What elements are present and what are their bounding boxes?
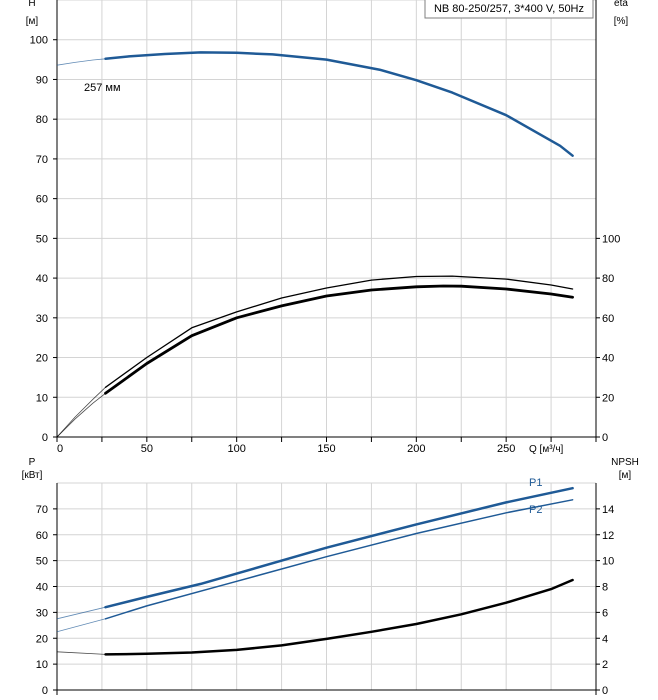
lower-left-tick-label: 40 <box>36 582 48 594</box>
upper-left-tick-label: 10 <box>36 392 48 404</box>
lower-grid <box>57 482 596 690</box>
lower-right-axis-label-line1: NPSH <box>611 457 639 468</box>
lower-left-tick-label: 0 <box>42 685 48 697</box>
upper-axes <box>53 0 600 442</box>
series-eta <box>104 284 574 395</box>
upper-left-axis-label-line1: H <box>28 0 35 9</box>
lower-series <box>56 486 574 656</box>
lower-left-tick-label: 20 <box>36 633 48 645</box>
upper-left-tick-label: 20 <box>36 353 48 365</box>
upper-series <box>56 51 574 438</box>
lower-left-axis-label-line2: [кВт] <box>22 470 43 481</box>
lower-left-tick-label: 30 <box>36 607 48 619</box>
upper-tick-labels: 0 10 20 30 40 50 60 70 80 90 100 0 20 40 60 80 100 0 50 100… <box>30 35 621 455</box>
upper-right-axis-label-line1: eta <box>614 0 628 9</box>
lower-axes <box>53 483 600 695</box>
upper-left-axis-label-line2: [м] <box>26 16 39 27</box>
upper-left-tick-label: 40 <box>36 273 48 285</box>
upper-left-tick-label: 0 <box>42 432 48 444</box>
upper-x-tick-label: 100 <box>227 443 245 455</box>
chart-title: NB 80-250/257, 3*400 V, 50Hz <box>434 3 584 15</box>
upper-left-tick-label: 50 <box>36 233 48 245</box>
upper-right-tick-label: 20 <box>602 392 614 404</box>
lower-left-tick-label: 10 <box>36 659 48 671</box>
upper-left-tick-label: 100 <box>30 35 48 47</box>
lower-right-tick-label: 14 <box>602 504 614 516</box>
upper-right-tick-label: 40 <box>602 353 614 365</box>
lower-tick-labels: 0 10 20 30 40 50 60 70 0 2 4 6 8 10 12 14 <box>36 504 615 697</box>
upper-right-axis-label-line2: [%] <box>614 16 629 27</box>
upper-x-tick-label: 200 <box>407 443 425 455</box>
lower-right-tick-label: 12 <box>602 530 614 542</box>
upper-x-tick-label: 250 <box>497 443 515 455</box>
upper-right-tick-label: 100 <box>602 233 620 245</box>
title-box <box>424 0 594 19</box>
upper-right-tick-label: 0 <box>602 432 608 444</box>
series-eta_outer-extension <box>56 387 106 438</box>
upper-right-tick-label: 80 <box>602 273 614 285</box>
p2-series-label: P2 <box>529 504 542 516</box>
lower-right-tick-label: 0 <box>602 685 608 697</box>
series-h <box>104 51 574 157</box>
lower-right-tick-label: 2 <box>602 659 608 671</box>
lower-right-axis-label-line2: [м] <box>619 470 632 481</box>
upper-left-tick-label: 60 <box>36 194 48 206</box>
upper-grid <box>57 0 596 437</box>
series-eta_outer <box>104 275 574 388</box>
series-p2 <box>104 499 574 620</box>
upper-left-tick-label: 70 <box>36 154 48 166</box>
lower-right-tick-label: 4 <box>602 633 608 645</box>
upper-x-tick-label: 0 <box>57 443 63 455</box>
lower-left-axis-label-line1: P <box>29 457 36 468</box>
lower-left-tick-label: 50 <box>36 556 48 568</box>
upper-left-tick-label: 90 <box>36 74 48 86</box>
series-npsh <box>104 578 574 656</box>
series-eta-extension <box>56 392 106 438</box>
upper-left-tick-label: 30 <box>36 313 48 325</box>
upper-left-tick-label: 80 <box>36 114 48 126</box>
upper-x-tick-label: 150 <box>317 443 335 455</box>
lower-left-tick-label: 70 <box>36 504 48 516</box>
lower-right-tick-label: 6 <box>602 607 608 619</box>
upper-panel: 0 10 20 30 40 50 60 70 80 90 100 0 20 40 60 80 100 0 50 100… <box>26 0 629 455</box>
series-p1 <box>104 486 574 609</box>
upper-right-tick-label: 60 <box>602 313 614 325</box>
series-h-extension <box>56 58 106 66</box>
lower-right-tick-label: 10 <box>602 556 614 568</box>
series-npsh-extension <box>56 651 106 655</box>
lower-left-tick-label: 60 <box>36 530 48 542</box>
impeller-diameter-annotation: 257 мм <box>84 82 121 94</box>
series-p1-extension <box>56 606 106 620</box>
lower-right-tick-label: 8 <box>602 582 608 594</box>
series-p2-extension <box>56 618 106 633</box>
p1-series-label: P1 <box>529 477 542 489</box>
upper-x-tick-label: 50 <box>141 443 153 455</box>
x-axis-label: Q [м³/ч] <box>529 444 564 455</box>
